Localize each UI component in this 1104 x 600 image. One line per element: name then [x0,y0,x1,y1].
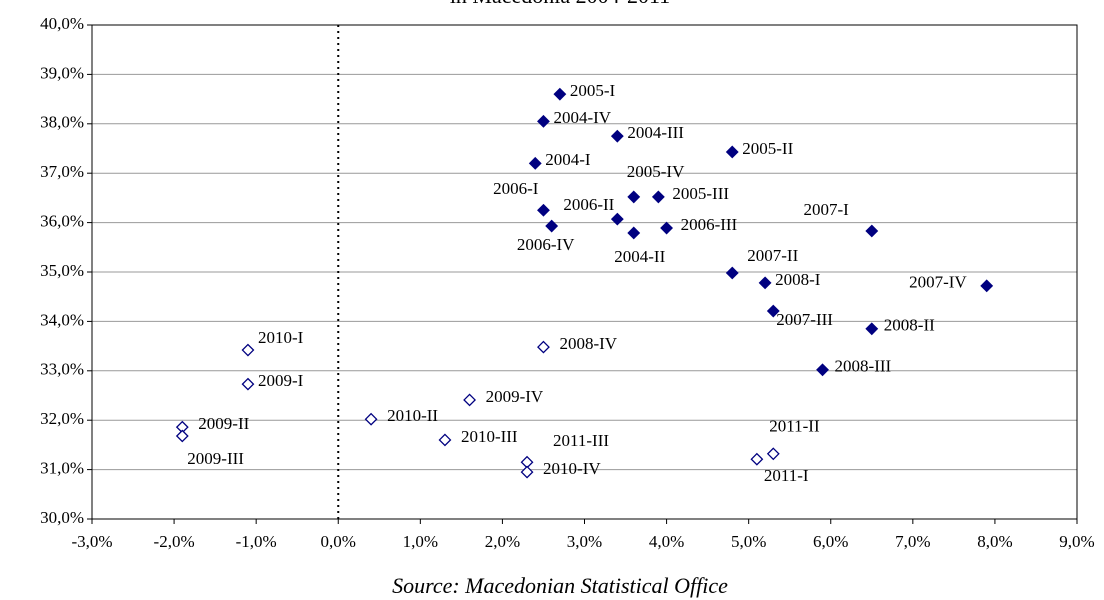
data-point [766,447,780,461]
data-point [545,219,559,233]
x-tick-label: 4,0% [649,532,684,551]
point-label: 2006-III [681,215,738,234]
data-point [816,363,829,377]
y-tick-label: 34,0% [40,310,84,329]
x-tick-label: -1,0% [236,532,277,551]
point-label: 2006-II [563,195,614,214]
y-tick-label: 40,0% [40,14,84,33]
x-tick-label: 3,0% [567,532,602,551]
point-label: 2006-I [493,179,539,198]
x-tick-label: 6,0% [813,532,848,551]
x-tick-label: 8,0% [977,532,1012,551]
data-point [553,87,567,101]
x-tick-label: 9,0% [1059,532,1094,551]
point-label: 2005-II [742,139,793,158]
data-point [364,412,378,426]
data-point [750,452,764,466]
y-tick-label: 31,0% [40,459,84,478]
x-tick-label: 2,0% [485,532,520,551]
data-point [241,377,255,391]
data-point [725,145,739,159]
point-label: 2007-III [776,310,833,329]
data-point [610,129,624,143]
point-label: 2005-IV [627,162,685,181]
x-tick-label: 5,0% [731,532,766,551]
y-tick-label: 37,0% [40,162,84,181]
data-point [528,156,542,170]
point-label: 2010-II [387,406,438,425]
point-label: 2011-III [553,431,609,450]
data-point [537,203,550,217]
data-point [537,340,550,354]
x-tick-label: -2,0% [154,532,195,551]
point-label: 2008-IV [559,334,617,353]
data-point [241,343,255,357]
chart-title: in Macedonia 2004-2011 [450,0,670,8]
data-point [520,465,534,479]
data-point [865,322,879,336]
data-point [758,276,772,290]
point-label: 2011-II [769,417,820,436]
data-point [463,393,477,407]
y-tick-label: 38,0% [40,113,84,132]
point-label: 2009-II [198,414,249,433]
point-label: 2004-IV [553,108,611,127]
point-label: 2009-I [258,371,304,390]
point-label: 2005-I [570,81,616,100]
x-tick-label: 0,0% [321,532,356,551]
x-tick-label: 1,0% [403,532,438,551]
point-label: 2006-IV [517,235,575,254]
point-label: 2010-III [461,427,518,446]
point-label: 2005-III [672,184,729,203]
data-point [725,266,739,280]
y-tick-label: 33,0% [40,360,84,379]
point-label: 2004-II [614,247,665,266]
plot-frame [91,24,1078,520]
point-label: 2009-III [187,449,244,468]
data-point [980,279,994,293]
y-tick-label: 36,0% [40,212,84,231]
point-label: 2007-IV [909,273,967,292]
data-point [175,429,189,443]
y-tick-label: 39,0% [40,63,84,82]
data-point [627,226,641,240]
y-tick-label: 30,0% [40,508,84,527]
point-label: 2007-I [803,200,849,219]
data-point [438,433,452,447]
y-tick-label: 32,0% [40,409,84,428]
point-label: 2008-I [775,270,821,289]
x-tick-label: -3,0% [71,532,112,551]
point-label: 2008-II [884,316,935,335]
data-point [660,221,674,235]
data-point [537,114,550,128]
point-label: 2010-I [258,328,304,347]
data-point [610,212,624,226]
y-tick-label: 35,0% [40,261,84,280]
data-point [865,224,879,238]
data-point [766,304,780,318]
data-point [651,190,665,204]
point-label: 2010-IV [543,459,601,478]
x-tick-label: 7,0% [895,532,930,551]
point-label: 2007-II [747,246,798,265]
point-label: 2008-III [835,357,892,376]
data-point [627,190,641,204]
point-label: 2004-III [627,123,684,142]
point-label: 2004-I [545,150,591,169]
point-label: 2009-IV [486,387,544,406]
point-label: 2011-I [764,466,809,485]
source-note: Source: Macedonian Statistical Office [392,573,728,598]
